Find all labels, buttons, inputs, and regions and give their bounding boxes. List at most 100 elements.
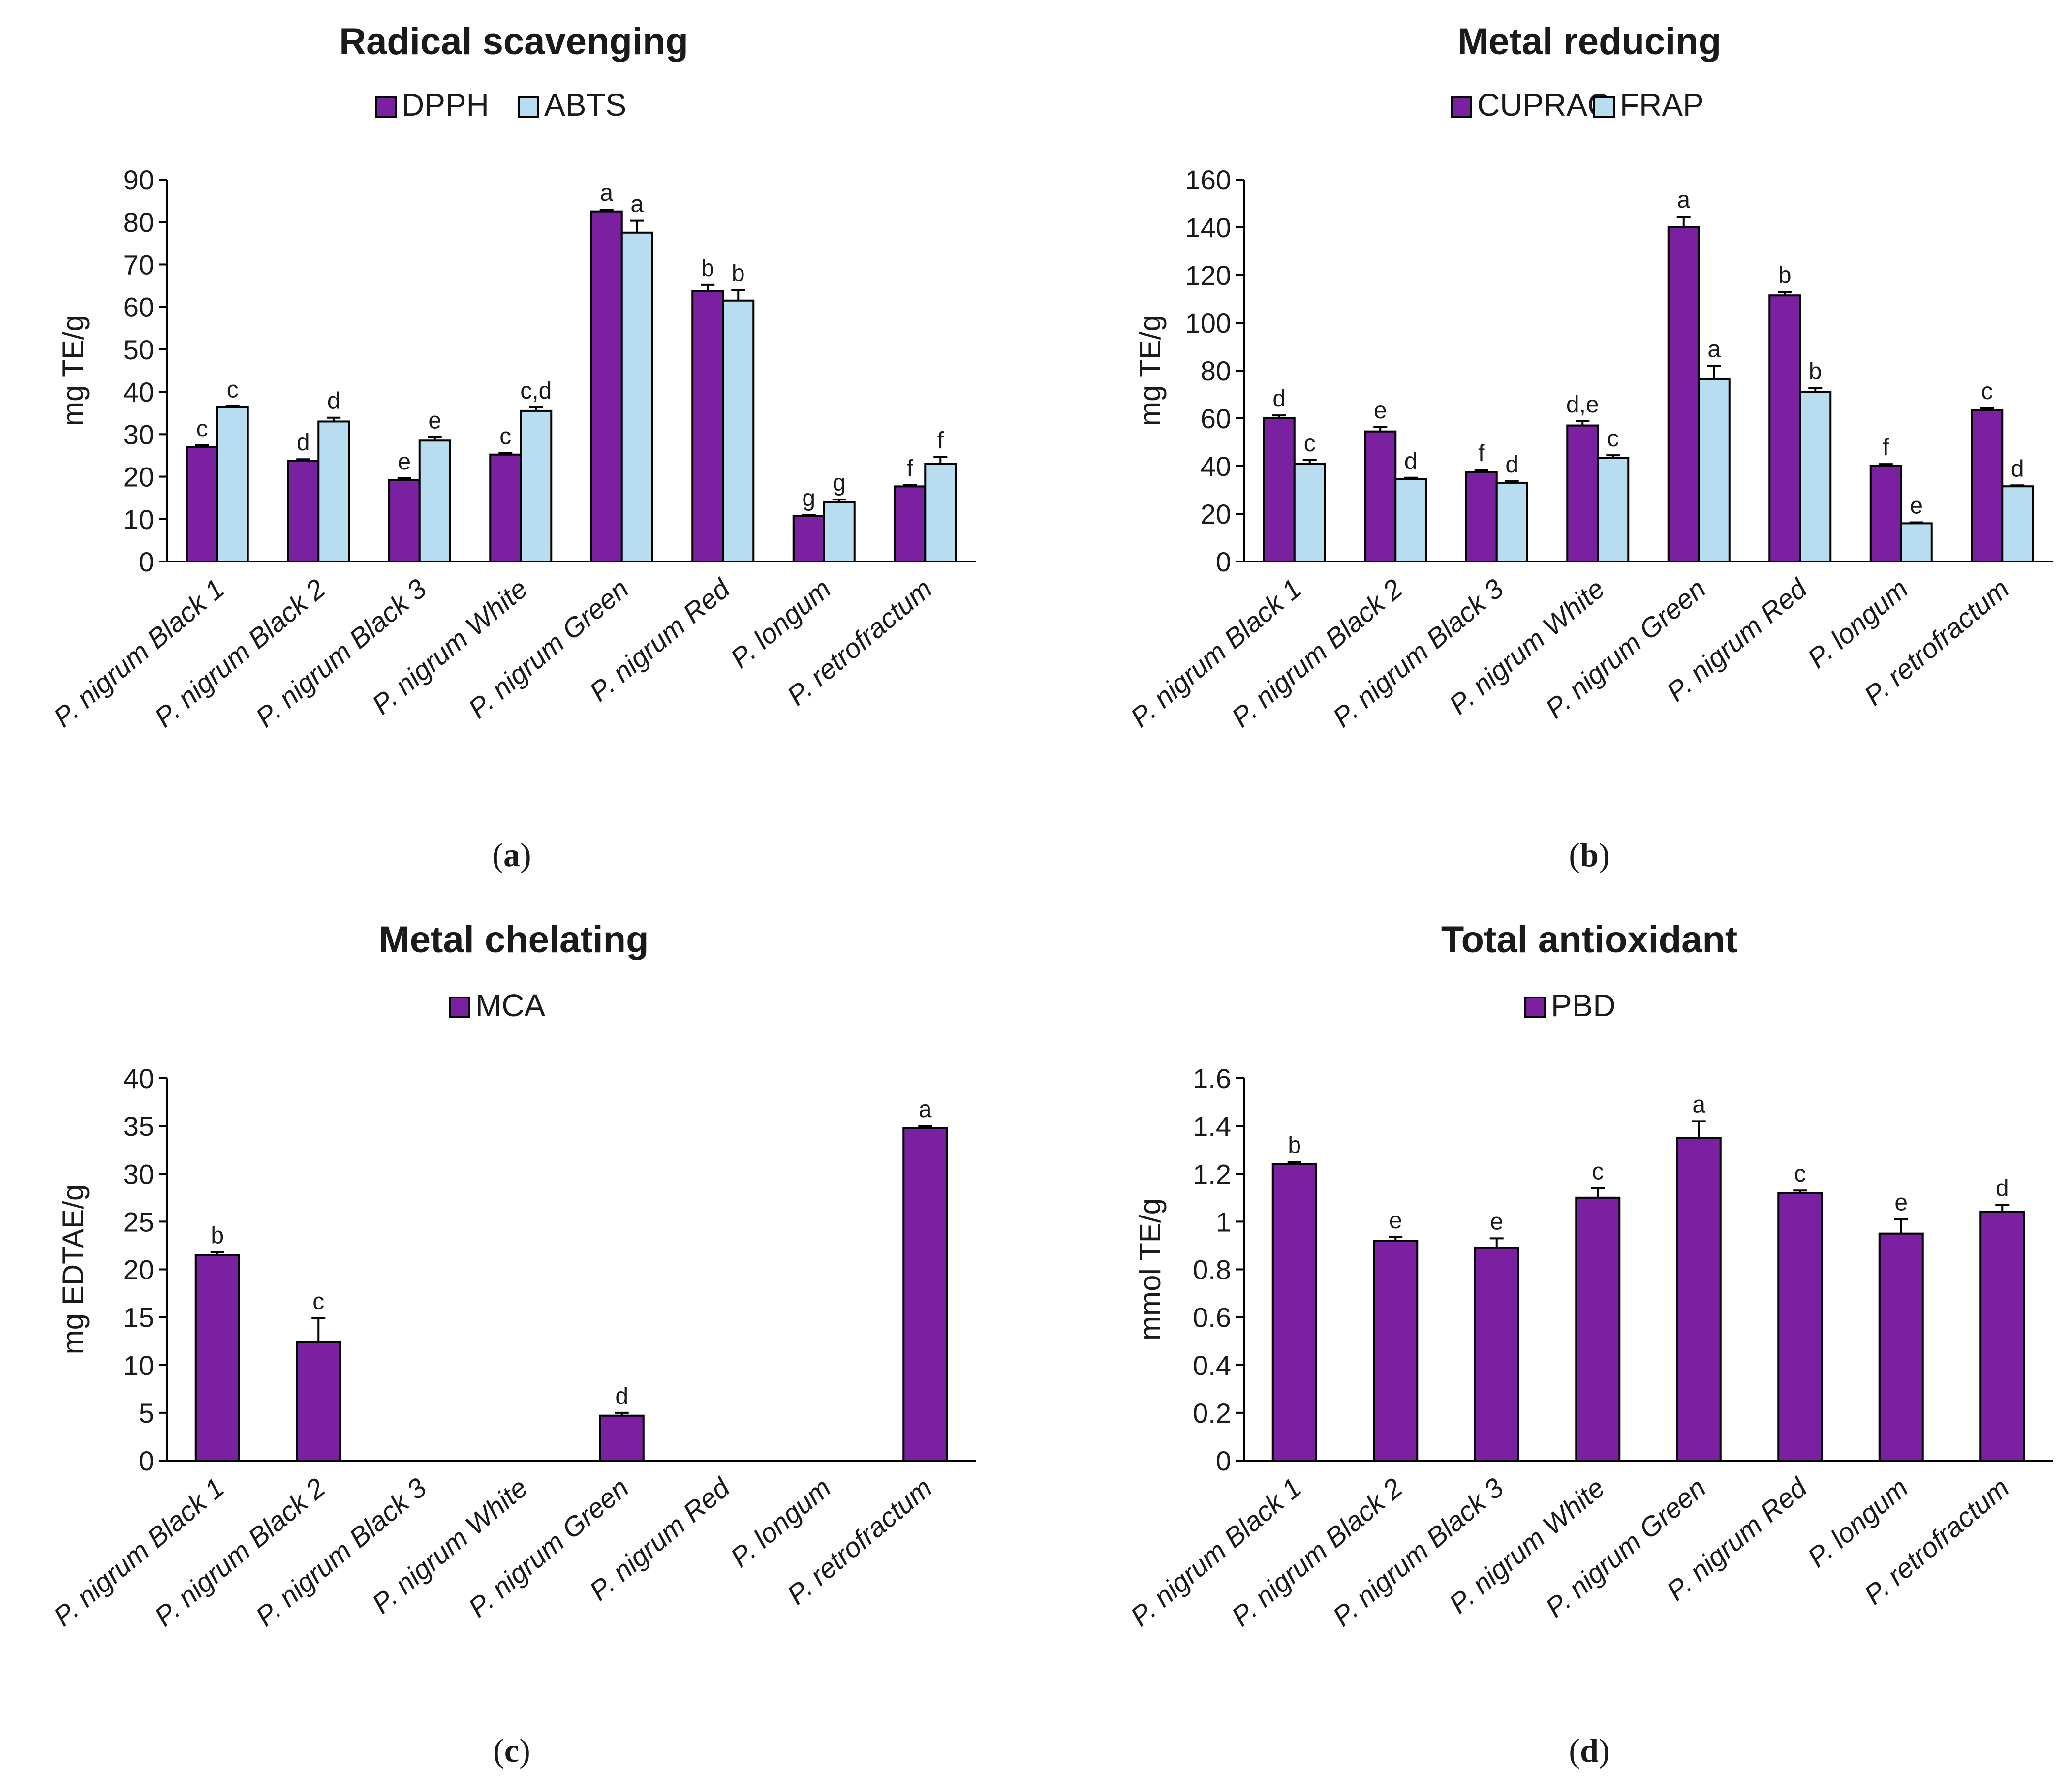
y-tick-label: 1.2 (1193, 1158, 1231, 1189)
legend-item: ABTS (518, 87, 626, 123)
significance-label: e (1910, 493, 1923, 519)
bar-cuprac (1566, 424, 1599, 562)
y-tick-label: 0.8 (1193, 1254, 1231, 1285)
y-tick-label: 30 (124, 419, 154, 450)
significance-label: b (211, 1223, 224, 1249)
legend-label: CUPRAC (1477, 87, 1610, 123)
significance-label: f (937, 428, 944, 454)
y-tick-label: 25 (124, 1206, 154, 1237)
bar-frap (2001, 485, 2034, 562)
significance-label: b (1288, 1132, 1301, 1158)
significance-label: a (600, 180, 613, 206)
y-tick-label: 0.2 (1193, 1398, 1231, 1429)
y-tick-label: 20 (124, 462, 154, 493)
bar-mca (599, 1414, 645, 1462)
y-tick-label: 35 (124, 1111, 154, 1142)
y-tick-label: 80 (124, 207, 154, 238)
bar-dpph (287, 460, 320, 562)
significance-label: a (1707, 336, 1721, 362)
legend-swatch (1524, 997, 1546, 1018)
y-tick-label: 0 (139, 1445, 154, 1476)
y-tick-label: 20 (124, 1254, 154, 1285)
significance-label: d (1404, 448, 1418, 474)
legend-item: PBD (1524, 988, 1616, 1023)
panel-letter: a (503, 836, 520, 873)
chart-title: Radical scavenging (339, 21, 688, 62)
significance-label: d (327, 388, 340, 414)
y-tick-label: 100 (1185, 308, 1231, 339)
y-tick-label: 40 (1201, 451, 1231, 482)
significance-label: c (1304, 431, 1316, 457)
significance-label: f (907, 456, 914, 482)
panel-letter: d (1580, 1732, 1599, 1769)
y-axis-title: mg TE/g (1134, 315, 1167, 426)
significance-label: e (1389, 1208, 1402, 1234)
bar-frap (1495, 481, 1528, 563)
significance-label: f (1478, 440, 1485, 467)
legend-item: CUPRAC (1451, 87, 1610, 123)
bar-pbd (1777, 1192, 1823, 1462)
panel-tag: (b) (1569, 836, 1609, 873)
legend-label: PBD (1551, 988, 1616, 1023)
legend-swatch (518, 96, 539, 118)
y-tick-label: 60 (1201, 403, 1231, 434)
bar-frap (1799, 391, 1832, 563)
bar-dpph (691, 290, 724, 562)
bar-dpph (792, 515, 825, 562)
bar-cuprac (1768, 294, 1801, 562)
significance-label: c (1981, 378, 1993, 405)
legend-label: ABTS (544, 87, 626, 123)
y-tick-label: 60 (124, 292, 154, 323)
legend-label: MCA (475, 988, 546, 1023)
bar-dpph (489, 453, 522, 562)
significance-label: d,e (1566, 392, 1599, 418)
legend-swatch (1451, 96, 1472, 118)
bar-abts (216, 406, 249, 562)
significance-label: d (1272, 386, 1286, 412)
significance-label: c (1592, 1158, 1604, 1185)
significance-label: a (630, 191, 644, 218)
legend-label: DPPH (402, 87, 489, 123)
y-tick-label: 70 (124, 249, 154, 280)
significance-label: c (312, 1289, 324, 1315)
y-tick-label: 0 (139, 546, 154, 577)
legend-swatch (449, 997, 470, 1018)
bar-abts (924, 463, 957, 563)
bar-cuprac (1364, 430, 1397, 562)
bar-frap (1698, 377, 1731, 562)
bar-pbd (1979, 1211, 2025, 1462)
y-tick-label: 10 (124, 1350, 154, 1381)
bar-abts (520, 409, 553, 563)
panel-tag: (a) (492, 836, 531, 873)
y-tick-label: 15 (124, 1302, 154, 1333)
significance-label: e (1490, 1209, 1503, 1235)
bar-abts (317, 420, 350, 562)
significance-label: b (701, 255, 714, 281)
significance-label: b (732, 260, 745, 286)
significance-label: a (1677, 187, 1690, 213)
chart-title: Total antioxidant (1441, 919, 1737, 961)
bar-pbd (1575, 1196, 1621, 1462)
chart-title: Metal reducing (1457, 21, 1721, 62)
y-tick-label: 120 (1185, 260, 1231, 291)
bar-cuprac (1667, 226, 1700, 562)
bar-dpph (590, 210, 623, 562)
bar-frap (1394, 478, 1427, 562)
y-tick-label: 30 (124, 1158, 154, 1189)
y-axis-title: mmol TE/g (1134, 1198, 1167, 1341)
significance-label: d (1996, 1175, 2009, 1201)
bar-cuprac (1869, 465, 1902, 562)
significance-label: a (919, 1096, 932, 1122)
y-tick-label: 0 (1216, 1445, 1231, 1476)
y-tick-label: 1.4 (1193, 1111, 1231, 1142)
y-axis-title: mg TE/g (57, 315, 90, 426)
bar-abts (418, 439, 451, 562)
legend-swatch (1593, 96, 1615, 118)
bar-mca (902, 1127, 948, 1462)
bar-dpph (894, 485, 927, 562)
y-tick-label: 0.4 (1193, 1350, 1231, 1381)
legend-swatch (375, 96, 397, 118)
bar-abts (722, 299, 755, 562)
y-tick-label: 90 (124, 164, 154, 195)
